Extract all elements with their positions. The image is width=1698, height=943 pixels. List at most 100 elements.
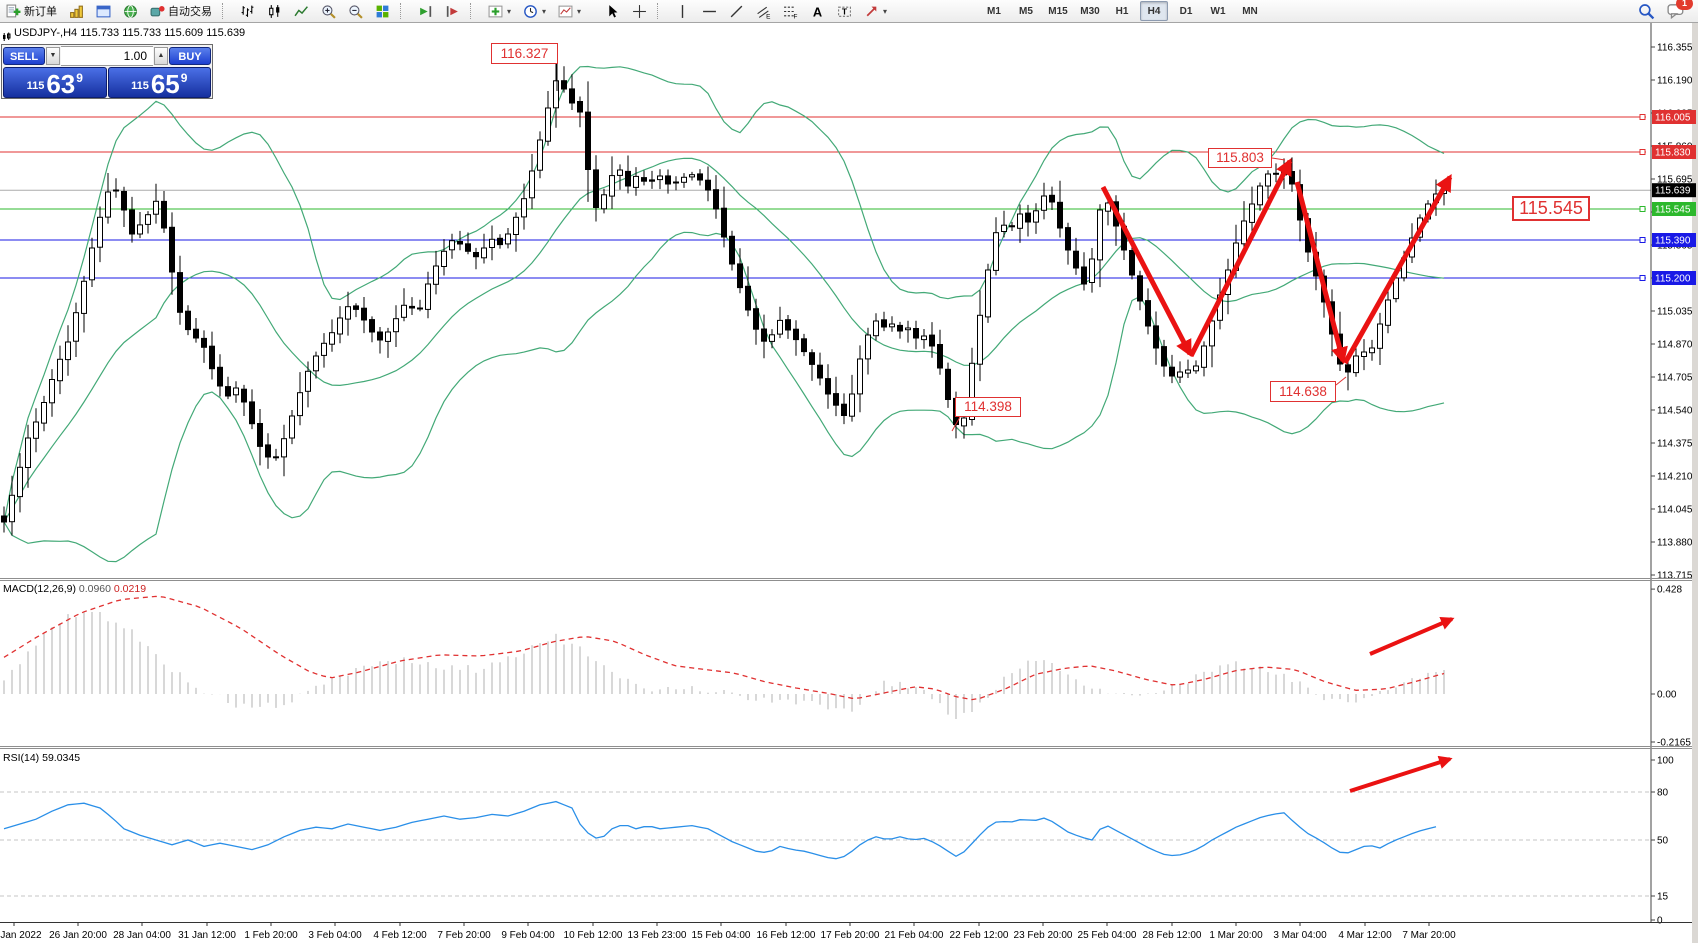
periods-icon[interactable]: ▾ (519, 0, 550, 22)
arrows-icon[interactable]: ▾ (860, 0, 891, 22)
timeframe-m30[interactable]: M30 (1080, 5, 1100, 17)
indicators-icon[interactable]: ▾ (484, 0, 515, 22)
label-115803[interactable]: 115.803 (1208, 148, 1272, 168)
rsi-trend-arrow[interactable] (1349, 755, 1453, 793)
volume-input[interactable]: 1.00 (61, 46, 153, 66)
sell-price-display[interactable]: 115 63 9 (3, 67, 107, 98)
rsi-label: RSI(14) 59.0345 (3, 752, 80, 764)
timeframe-mn[interactable]: MN (1242, 5, 1258, 17)
trend-arrow[interactable] (1100, 185, 1193, 358)
buy-price-big: 65 (150, 69, 180, 99)
time-label: 7 Mar 20:00 (1402, 930, 1456, 941)
volume-increase-icon[interactable]: ▲ (154, 47, 168, 65)
label-114638[interactable]: 114.638 (1270, 381, 1336, 402)
price-badge (1652, 233, 1696, 247)
bar-chart-icon[interactable] (236, 0, 259, 22)
candle-body (57, 358, 63, 382)
vertical-line-icon[interactable] (671, 0, 694, 22)
hline-anchor (1639, 206, 1646, 212)
timeframe-m15[interactable]: M15 (1048, 5, 1068, 17)
data-window-icon[interactable] (92, 0, 115, 22)
toolbar-separator (470, 3, 478, 19)
candle-body (457, 241, 463, 245)
candle-body (713, 189, 719, 210)
candle-body (545, 107, 551, 142)
candle-body (9, 494, 15, 523)
label-116327[interactable]: 116.327 (491, 43, 558, 64)
cursor-icon[interactable] (601, 0, 624, 22)
timeframe-w1[interactable]: W1 (1210, 5, 1226, 17)
trend-arrow[interactable] (1342, 174, 1453, 365)
time-label: 13 Feb 23:00 (628, 930, 687, 941)
timeframe-h4[interactable]: H4 (1140, 1, 1168, 21)
trendline-icon[interactable] (725, 0, 748, 22)
zoom-out-icon[interactable] (344, 0, 367, 22)
chat-icon[interactable]: 1 (1663, 0, 1693, 22)
candle-body (1177, 371, 1183, 378)
candle-body (761, 328, 767, 342)
horizontal-line-icon[interactable] (698, 0, 721, 22)
templates-icon[interactable]: ▾ (554, 0, 585, 22)
text-icon[interactable]: A (806, 0, 829, 22)
text-label-icon[interactable]: T (833, 0, 856, 22)
buy-price-display[interactable]: 115 65 9 (107, 67, 211, 99)
main-toolbar: 新订单 自动交易 ▾ ▾ ▾ E F A T ▾ M1 M5 M15 M30 H1 H4 D1 W1 MN 1 (0, 0, 1698, 23)
candle-body (817, 364, 823, 379)
sell-button[interactable]: SELL (3, 47, 45, 65)
buy-button[interactable]: BUY (169, 47, 211, 65)
label-114398-connector (951, 416, 961, 432)
auto-scroll-icon[interactable] (414, 0, 437, 22)
label-114398[interactable]: 114.398 (955, 397, 1021, 417)
timeframe-m5[interactable]: M5 (1019, 5, 1033, 17)
candle-body (521, 198, 527, 218)
zoom-in-icon[interactable] (317, 0, 340, 22)
candle-body (89, 247, 95, 281)
candle-body (257, 423, 263, 447)
timeframe-d1[interactable]: D1 (1179, 5, 1193, 17)
volume-decrease-icon[interactable]: ▼ (46, 47, 60, 65)
candle-body (169, 226, 175, 273)
autotrading-button[interactable]: 自动交易 (146, 0, 216, 22)
candle-body (601, 194, 607, 210)
market-watch-icon[interactable] (65, 0, 88, 22)
price-tick-label: 114.210 (1657, 472, 1693, 483)
candle-body (537, 139, 543, 171)
candle-body (1049, 194, 1055, 203)
candle-body (385, 331, 391, 342)
new-order-button[interactable]: 新订单 (2, 0, 61, 22)
rsi-label-name: RSI(14) (3, 752, 40, 764)
label-115545[interactable]: 115.545 (1512, 196, 1590, 221)
timeframe-m1[interactable]: M1 (987, 5, 1001, 17)
candlestick-chart-icon[interactable] (263, 0, 286, 22)
candle-body (649, 179, 655, 182)
candle-body (449, 240, 455, 251)
chart-shift-icon[interactable] (441, 0, 464, 22)
macd-trend-arrow[interactable] (1369, 617, 1455, 656)
fibonacci-icon[interactable]: F (779, 0, 802, 22)
channel-icon[interactable]: E (752, 0, 775, 22)
price-tick-label: 115.035 (1657, 307, 1693, 318)
trend-arrow[interactable] (1188, 157, 1293, 358)
candle-body (1081, 266, 1087, 285)
candle-body (281, 438, 287, 458)
line-chart-icon[interactable] (290, 0, 313, 22)
price-badge (1652, 145, 1696, 159)
timeframe-h1[interactable]: H1 (1115, 5, 1129, 17)
candle-body (745, 285, 751, 311)
navigator-icon[interactable] (119, 0, 142, 22)
candle-body (217, 366, 223, 387)
candle-body (289, 415, 295, 439)
trend-arrow[interactable] (1294, 181, 1348, 365)
candle-body (73, 312, 79, 342)
candle-body (1033, 210, 1039, 223)
candle-body (1241, 220, 1247, 245)
tile-windows-icon[interactable] (371, 0, 394, 22)
time-label: 25 Feb 04:00 (1078, 930, 1137, 941)
price-tick-label: 116.190 (1657, 76, 1693, 87)
buy-price-prefix: 115 (131, 80, 149, 92)
search-icon[interactable] (1634, 0, 1659, 22)
candle-body (529, 170, 535, 199)
crosshair-icon[interactable] (628, 0, 651, 22)
candle-body (1105, 202, 1111, 212)
